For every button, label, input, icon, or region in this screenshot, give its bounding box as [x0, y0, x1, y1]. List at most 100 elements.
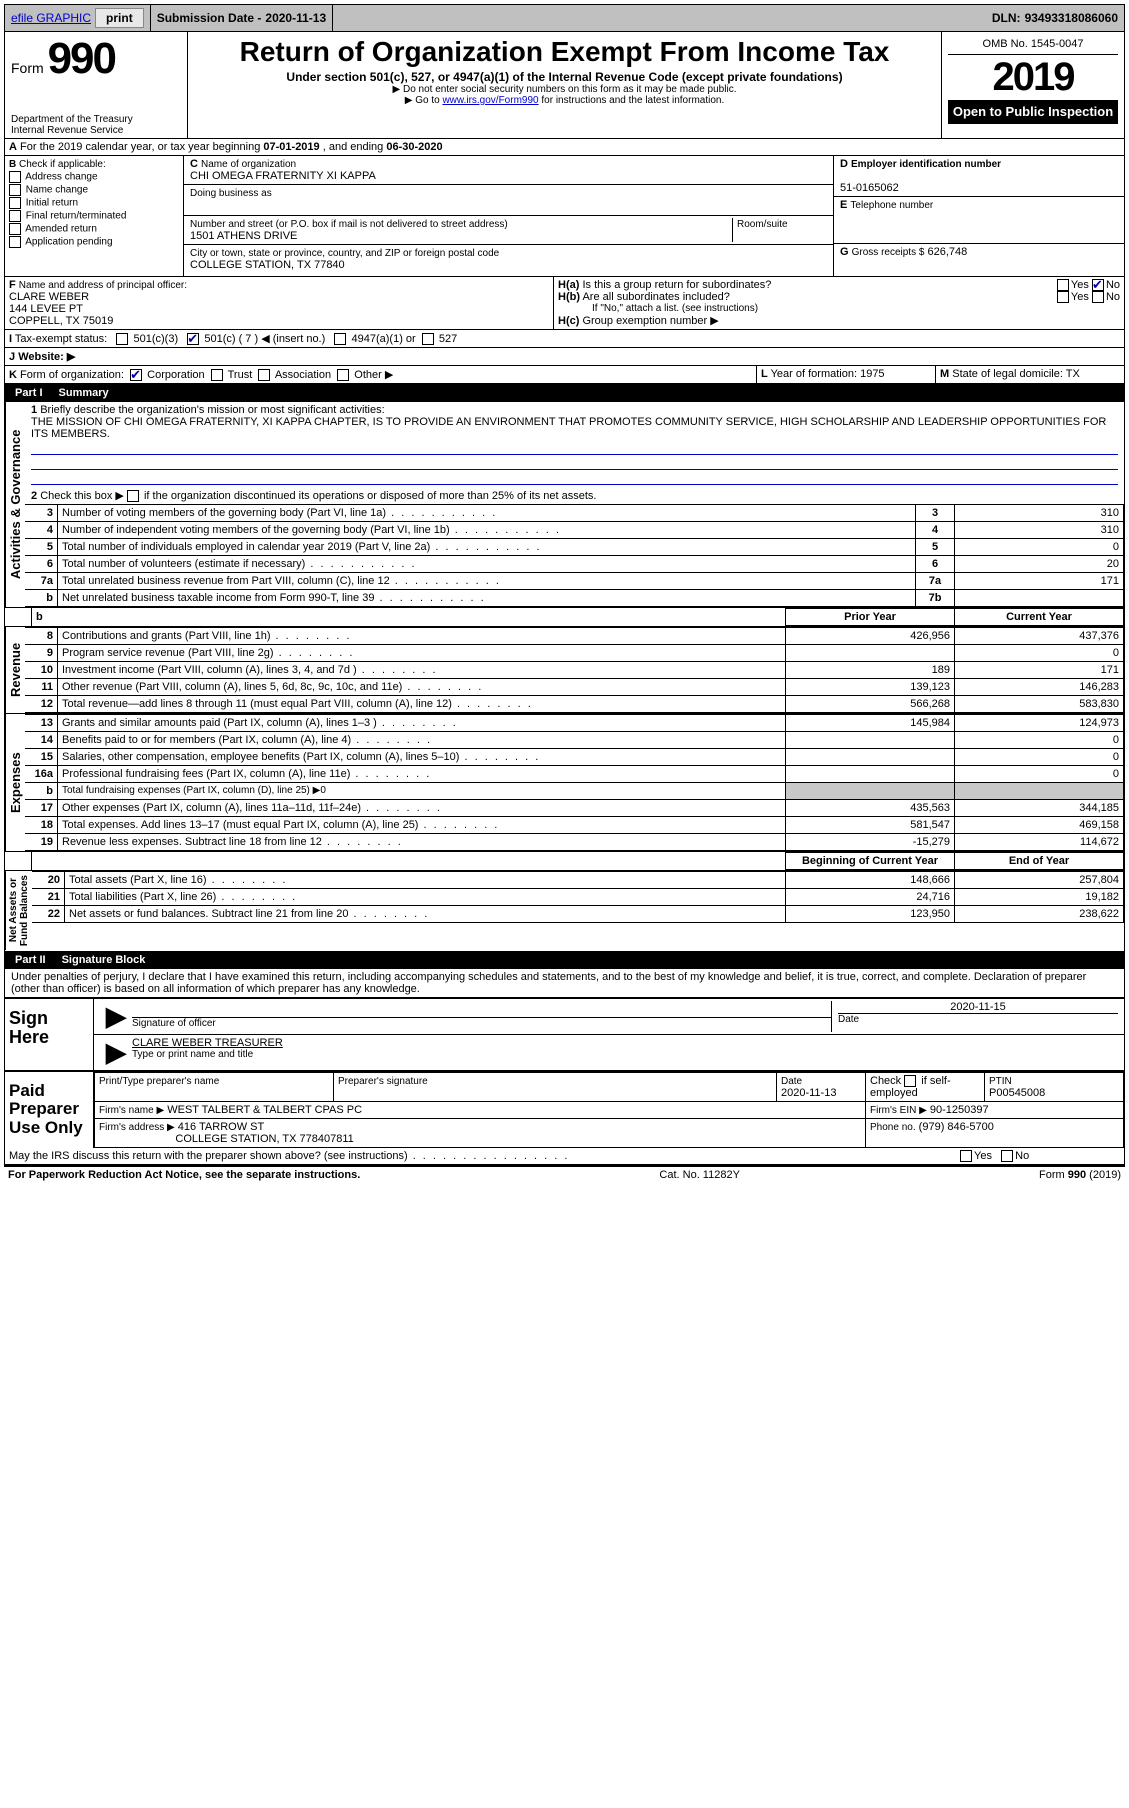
- table-row: 15Salaries, other compensation, employee…: [25, 749, 1124, 766]
- k-trust: Trust: [228, 369, 253, 381]
- check-trust[interactable]: [211, 369, 223, 381]
- check-application-pending[interactable]: [9, 236, 21, 248]
- check-527[interactable]: [422, 333, 434, 345]
- hb-no[interactable]: [1092, 291, 1104, 303]
- table-row: 12Total revenue—add lines 8 through 11 (…: [25, 696, 1124, 713]
- table-row: 4Number of independent voting members of…: [25, 522, 1124, 539]
- check-self-employed[interactable]: [904, 1075, 916, 1087]
- line-a-pre: For the 2019 calendar year, or tax year …: [20, 141, 263, 153]
- check-501c3[interactable]: [116, 333, 128, 345]
- paid-preparer-section: Paid Preparer Use Only Print/Type prepar…: [5, 1070, 1124, 1148]
- ha-no[interactable]: [1092, 279, 1104, 291]
- prior-year-header: Prior Year: [786, 609, 955, 626]
- firm-name: WEST TALBERT & TALBERT CPAS PC: [167, 1104, 362, 1116]
- table-row: bNet unrelated business taxable income f…: [25, 590, 1124, 607]
- discuss-row: May the IRS discuss this return with the…: [5, 1148, 1124, 1166]
- table-row: 8Contributions and grants (Part VIII, li…: [25, 628, 1124, 645]
- form-subtitle-1: Under section 501(c), 527, or 4947(a)(1)…: [194, 70, 935, 84]
- check-discontinued[interactable]: [127, 490, 139, 502]
- check-4947a1[interactable]: [334, 333, 346, 345]
- mission-text: THE MISSION OF CHI OMEGA FRATERNITY, XI …: [31, 416, 1106, 440]
- mission-line: [31, 455, 1118, 470]
- mission-line: [31, 440, 1118, 455]
- line-a: A For the 2019 calendar year, or tax yea…: [5, 139, 1124, 156]
- section-bcdeg: B Check if applicable: Address change Na…: [5, 156, 1124, 277]
- open-to-public: Open to Public Inspection: [948, 100, 1118, 124]
- k-corp: Corporation: [147, 369, 204, 381]
- i-c3: 501(c)(3): [133, 333, 178, 345]
- year-formation: 1975: [860, 368, 884, 380]
- sig-date-label: Date: [838, 1013, 1118, 1025]
- part2-declaration: Under penalties of perjury, I declare th…: [5, 969, 1124, 997]
- firm-addr2: COLLEGE STATION, TX 778407811: [175, 1133, 353, 1145]
- table-row: 11Other revenue (Part VIII, column (A), …: [25, 679, 1124, 696]
- hc-label: Group exemption number ▶: [582, 315, 718, 327]
- sig-date: 2020-11-15: [838, 1001, 1118, 1013]
- table-row: 9Program service revenue (Part VIII, lin…: [25, 645, 1124, 662]
- ptin: P00545008: [989, 1087, 1045, 1099]
- prep-date: 2020-11-13: [781, 1087, 836, 1099]
- header-right: OMB No. 1545-0047 2019 Open to Public In…: [942, 32, 1124, 138]
- no-label-3: No: [1015, 1150, 1029, 1162]
- header-mid: Return of Organization Exempt From Incom…: [188, 32, 942, 138]
- firm-ein-label: Firm's EIN ▶: [870, 1105, 927, 1116]
- hb-note: If "No," attach a list. (see instruction…: [558, 303, 1120, 314]
- table-row: 21Total liabilities (Part X, line 26)24,…: [32, 889, 1124, 906]
- form-subtitle-2: Do not enter social security numbers on …: [194, 84, 935, 95]
- discuss-yes[interactable]: [960, 1150, 972, 1162]
- discuss-no[interactable]: [1001, 1150, 1013, 1162]
- check-other[interactable]: [337, 369, 349, 381]
- side-label-na: Net Assets or Fund Balances: [5, 871, 32, 950]
- table-revenue: 8Contributions and grants (Part VIII, li…: [25, 627, 1124, 713]
- state-domicile: TX: [1066, 368, 1080, 380]
- section-c: C Name of organization CHI OMEGA FRATERN…: [184, 156, 833, 276]
- table-row: 14Benefits paid to or for members (Part …: [25, 732, 1124, 749]
- check-corporation[interactable]: [130, 369, 142, 381]
- form990-link[interactable]: www.irs.gov/Form990: [442, 95, 538, 106]
- ptin-label: PTIN: [989, 1076, 1012, 1087]
- firm-phone: (979) 846-5700: [919, 1121, 994, 1133]
- check-association[interactable]: [258, 369, 270, 381]
- b-addr: Address change: [25, 172, 97, 183]
- officer-addr2: COPPELL, TX 75019: [9, 315, 113, 327]
- omb-number: OMB No. 1545-0047: [948, 34, 1118, 55]
- firm-phone-label: Phone no.: [870, 1122, 916, 1133]
- cat-no: Cat. No. 11282Y: [659, 1169, 740, 1181]
- part1-py-cy-header: b Prior Year Current Year: [5, 608, 1124, 627]
- sub3-post: for instructions and the latest informat…: [539, 95, 725, 106]
- table-row: 3Number of voting members of the governi…: [25, 505, 1124, 522]
- yes-label-3: Yes: [974, 1150, 992, 1162]
- table-ag: 3Number of voting members of the governi…: [25, 504, 1124, 607]
- mission-line: [31, 470, 1118, 485]
- form-label: Form: [11, 60, 44, 76]
- table-row: 17Other expenses (Part IX, column (A), l…: [25, 800, 1124, 817]
- paid-preparer-label: Paid Preparer Use Only: [5, 1072, 94, 1148]
- check-final-return[interactable]: [9, 210, 21, 222]
- top-bar: efile GRAPHIC print Submission Date - 20…: [4, 4, 1125, 32]
- g-label: Gross receipts $: [852, 247, 925, 258]
- no-label: No: [1106, 279, 1120, 291]
- ein: 51-0165062: [840, 182, 899, 194]
- l2-text: Check this box ▶ if the organization dis…: [40, 490, 596, 502]
- c-room-label: Room/suite: [737, 219, 788, 230]
- hb-label: Are all subordinates included?: [582, 291, 729, 303]
- table-row: bTotal fundraising expenses (Part IX, co…: [25, 783, 1124, 800]
- org-city: COLLEGE STATION, TX 77840: [190, 259, 345, 271]
- i-c: 501(c) ( 7 ) ◀ (insert no.): [204, 333, 325, 345]
- prep-date-label: Date: [781, 1076, 802, 1087]
- ha-yes[interactable]: [1057, 279, 1069, 291]
- check-name-change[interactable]: [9, 184, 21, 196]
- section-b: B Check if applicable: Address change Na…: [5, 156, 184, 276]
- check-501c[interactable]: [187, 333, 199, 345]
- efile-link[interactable]: efile GRAPHIC: [11, 11, 91, 25]
- hb-yes[interactable]: [1057, 291, 1069, 303]
- check-initial-return[interactable]: [9, 197, 21, 209]
- dln-label: DLN:: [992, 11, 1021, 25]
- check-address-change[interactable]: [9, 171, 21, 183]
- dln: DLN: 93493318086060: [986, 5, 1124, 31]
- i-label: Tax-exempt status:: [15, 333, 107, 345]
- c-name-label: Name of organization: [201, 159, 296, 170]
- print-button[interactable]: print: [95, 8, 144, 28]
- org-address: 1501 ATHENS DRIVE: [190, 230, 297, 242]
- check-amended-return[interactable]: [9, 223, 21, 235]
